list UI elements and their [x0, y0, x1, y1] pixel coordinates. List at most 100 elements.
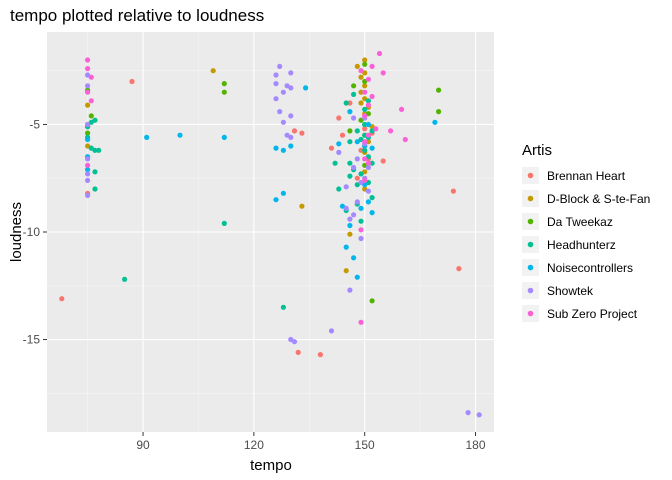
data-point	[436, 87, 442, 93]
data-point	[399, 106, 405, 112]
data-point	[210, 68, 216, 74]
data-point	[280, 190, 286, 196]
data-point	[402, 136, 408, 143]
data-point	[465, 410, 471, 416]
legend-key-dot	[527, 195, 534, 202]
data-point	[85, 89, 91, 95]
data-point	[288, 113, 294, 119]
data-point	[362, 126, 368, 132]
data-point	[362, 113, 368, 119]
data-point	[221, 134, 227, 140]
data-point	[362, 177, 368, 183]
data-point	[358, 100, 364, 106]
data-point	[122, 276, 128, 282]
data-point	[85, 156, 91, 162]
data-point	[221, 81, 227, 87]
data-point	[273, 81, 279, 87]
data-point	[354, 199, 360, 205]
data-point	[343, 244, 349, 250]
data-point	[129, 78, 135, 85]
y-tick-label: -10	[23, 225, 41, 239]
legend-label: Headhunterz	[547, 238, 616, 252]
data-point	[354, 63, 360, 69]
data-point	[450, 188, 456, 194]
x-tick-label: 180	[466, 438, 486, 452]
data-point	[362, 106, 368, 112]
data-point	[347, 128, 353, 134]
data-point	[299, 203, 305, 209]
data-point	[88, 98, 94, 104]
legend-key-dot	[527, 241, 534, 248]
data-point	[369, 210, 375, 216]
legend-label: Showtek	[547, 284, 594, 298]
legend-label: D-Block & S-te-Fan	[547, 192, 650, 206]
data-point	[343, 100, 349, 106]
legend-key-dot	[527, 218, 534, 225]
data-point	[280, 119, 286, 125]
data-point	[358, 235, 364, 242]
data-point	[347, 231, 353, 237]
data-point	[369, 160, 375, 166]
data-point	[85, 130, 91, 136]
data-point	[85, 121, 91, 128]
data-point	[362, 147, 368, 153]
data-point	[288, 85, 294, 91]
legend-label: Brennan Heart	[547, 169, 626, 183]
data-point	[369, 298, 375, 304]
data-point	[336, 186, 342, 192]
data-point	[365, 160, 371, 166]
data-point	[354, 139, 360, 145]
data-point	[362, 156, 368, 162]
data-point	[343, 184, 349, 190]
data-point	[347, 109, 353, 115]
data-point	[85, 136, 91, 143]
data-point	[369, 195, 375, 201]
y-tick-label: -5	[29, 117, 40, 131]
data-point	[388, 128, 394, 134]
data-point	[365, 98, 371, 104]
data-point	[365, 199, 371, 205]
data-point	[88, 74, 94, 80]
legend-key-dot	[527, 287, 534, 294]
data-point	[347, 160, 353, 166]
data-point	[351, 164, 357, 171]
data-point	[92, 117, 98, 123]
data-point	[358, 68, 364, 74]
data-point	[358, 171, 364, 177]
data-point	[347, 100, 353, 106]
data-point	[280, 89, 286, 95]
data-point	[362, 139, 368, 145]
data-point	[380, 158, 386, 164]
data-point	[273, 96, 279, 102]
data-point	[92, 169, 98, 175]
data-point	[177, 132, 183, 138]
data-point	[354, 274, 360, 280]
data-point	[436, 109, 442, 115]
data-point	[347, 216, 353, 222]
data-point	[358, 227, 364, 233]
data-point	[328, 328, 335, 334]
data-point	[354, 128, 360, 134]
data-point	[358, 89, 364, 95]
data-point	[332, 160, 338, 166]
data-point	[85, 83, 91, 89]
x-tick-label: 150	[355, 438, 375, 452]
data-point	[288, 143, 294, 149]
data-point	[365, 121, 371, 128]
data-point	[351, 91, 357, 97]
gridlines	[47, 32, 494, 432]
data-point	[273, 72, 279, 78]
data-point	[221, 220, 227, 226]
data-point	[369, 63, 375, 69]
legend: Artis Brennan Heart D-Block & S-te-Fan Da …	[522, 142, 650, 322]
data-point	[303, 85, 309, 91]
x-tick-label: 120	[244, 438, 264, 452]
data-point	[365, 164, 371, 171]
data-point	[362, 83, 368, 89]
data-point	[369, 93, 375, 100]
data-point	[85, 66, 91, 72]
data-point	[85, 171, 91, 177]
data-point	[365, 76, 371, 82]
axis-ticks: 90 120 150 180 -5 -10 -15	[23, 117, 486, 452]
data-point	[358, 74, 364, 80]
